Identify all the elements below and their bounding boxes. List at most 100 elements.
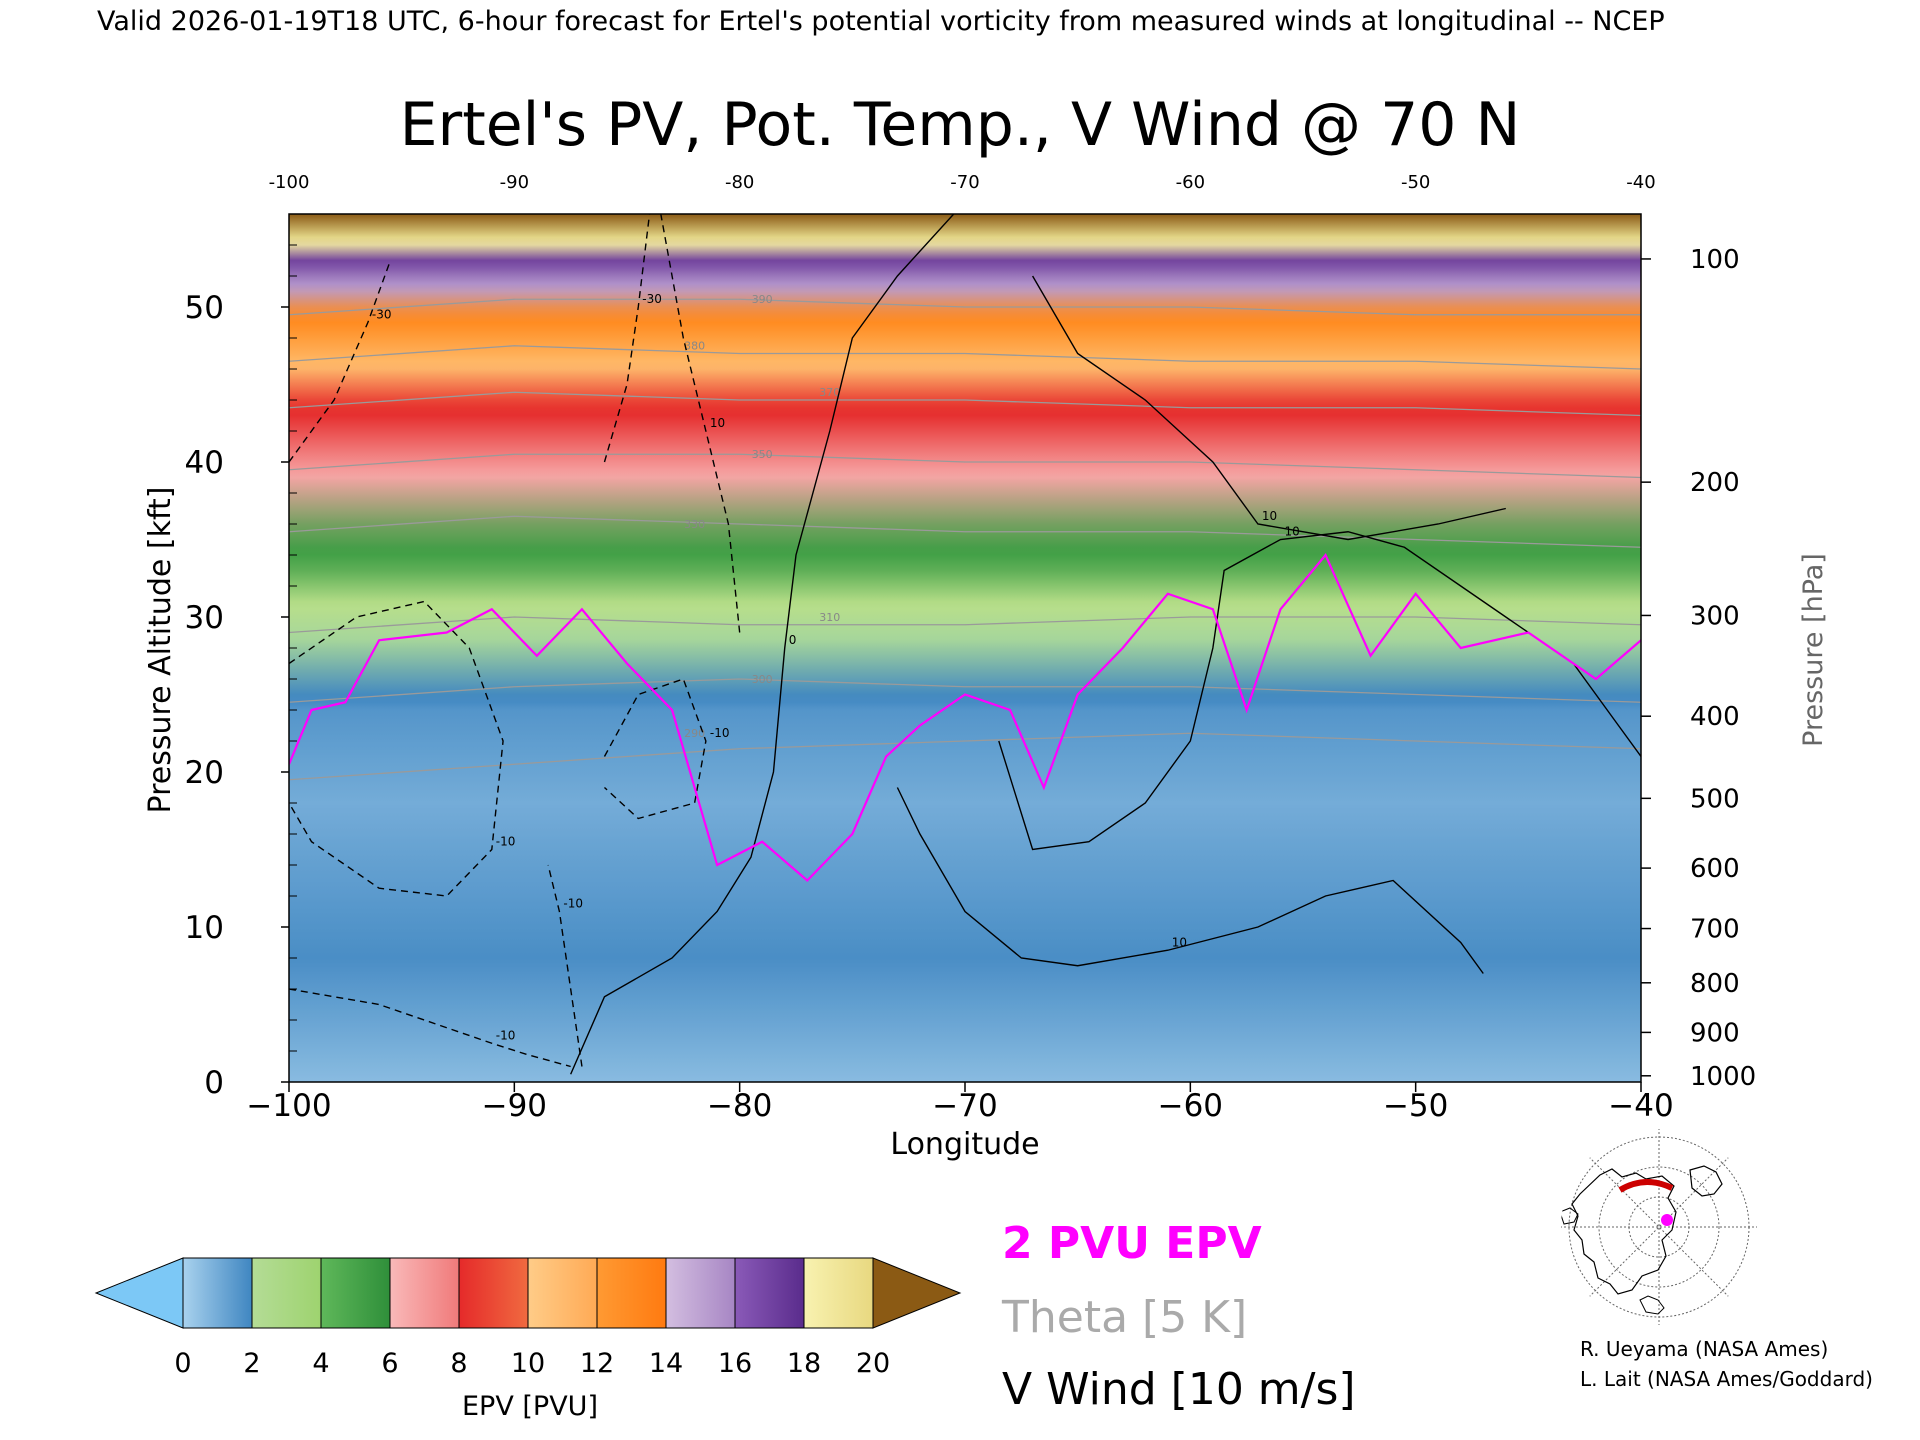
x-tick-label: −70	[932, 1088, 997, 1124]
vwind-contour	[660, 214, 741, 633]
theta-contour-label: 310	[819, 611, 840, 624]
y-axis-ticks: 0 10 20 30 40 50	[185, 290, 289, 1101]
x-tick-label: −80	[707, 1088, 772, 1124]
vwind-contour	[1031, 275, 1506, 541]
pressure-tick-label: 300	[1690, 601, 1740, 631]
top-tick-label: -100	[269, 172, 310, 193]
colorbar-segment	[803, 1257, 874, 1329]
colorbar-segment	[458, 1257, 529, 1329]
epv-field	[289, 214, 1641, 1082]
vwind-contour-label: -10	[496, 1028, 516, 1042]
theta-contour-label: 380	[684, 340, 705, 353]
pressure-tick-label: 700	[1690, 915, 1740, 945]
theta-contour	[289, 453, 1641, 479]
top-tick-label: -70	[950, 172, 979, 193]
top-tick-label: -40	[1626, 172, 1655, 193]
colorbar-tick-label: 20	[856, 1348, 890, 1379]
pressure-tick-label: 600	[1690, 854, 1740, 884]
theta-contour-label: 350	[752, 448, 773, 461]
right-axis-label: Pressure [hPa]	[1798, 553, 1829, 747]
top-tick-label: -80	[725, 172, 754, 193]
y-tick-label: 0	[204, 1065, 224, 1101]
vwind-contour	[896, 787, 1484, 974]
theta-contour-label: 300	[752, 673, 773, 686]
pressure-tick-label: 900	[1690, 1018, 1740, 1048]
colorbar-tick-label: 12	[580, 1348, 614, 1379]
pressure-tick-label: 1000	[1690, 1062, 1756, 1092]
colorbar-tick-label: 10	[511, 1348, 545, 1379]
colorbar-segment	[527, 1257, 598, 1329]
vwind-contour	[547, 864, 583, 1067]
theta-contour	[289, 345, 1641, 370]
vwind-contour-label: 10	[1172, 935, 1187, 949]
y-tick-label: 30	[185, 600, 224, 636]
top-tick-label: -50	[1401, 172, 1430, 193]
theta-contour	[289, 616, 1641, 634]
legend-pvu-label: 2 PVU EPV	[1002, 1218, 1262, 1269]
y-tick-label: 10	[185, 910, 224, 946]
colorbar-segment	[596, 1257, 667, 1329]
vwind-contour-label: 10	[1284, 525, 1299, 539]
colorbar-tick-label: 18	[787, 1348, 821, 1379]
theta-contour-label: 290	[684, 727, 705, 740]
vwind-contour-label: -30	[372, 308, 392, 322]
x-axis-ticks: −100 −90 −80 −70 −60 −50 −40	[246, 1082, 1674, 1124]
location-marker	[1661, 1214, 1673, 1226]
inset-map	[1561, 1129, 1757, 1325]
vwind-contour-label: -30	[642, 292, 662, 306]
pressure-tick-label: 200	[1690, 468, 1740, 498]
pressure-tick-label: 100	[1690, 245, 1740, 275]
vwind-contour-label: -10	[496, 835, 516, 849]
credit-line-1: R. Ueyama (NASA Ames)	[1580, 1337, 1828, 1361]
tropopause-2pvu-line	[289, 552, 1641, 883]
vwind-contour	[603, 214, 651, 463]
theta-contour-label: 370	[819, 386, 840, 399]
top-tick-label: -90	[500, 172, 529, 193]
vwind-contour	[570, 214, 955, 1075]
credit-line-2: L. Lait (NASA Ames/Goddard)	[1580, 1367, 1873, 1391]
chart-title: Ertel's PV, Pot. Temp., V Wind @ 70 N	[400, 90, 1521, 160]
theta-contour	[289, 678, 1641, 703]
vwind-contour	[289, 988, 571, 1068]
vwind-contour-label: 10	[1262, 509, 1277, 523]
colorbar-tick-label: 2	[243, 1348, 260, 1379]
colorbar-tick-label: 4	[312, 1348, 329, 1379]
colorbar-tick-label: 8	[450, 1348, 467, 1379]
colorbar-segment	[389, 1257, 460, 1329]
plot-area: 290 300 310 330 350 370 380 390 0 10 10 10 -10 -10 -1…	[288, 213, 1642, 1083]
vwind-contour-label: -10	[710, 726, 730, 740]
top-axis-ticks: -100 -90 -80 -70 -60 -50 -40	[269, 172, 1656, 193]
x-tick-label: −40	[1608, 1088, 1673, 1124]
theta-contour	[289, 732, 1641, 781]
theta-contour-label: 330	[684, 518, 705, 531]
legend-theta-label: Theta [5 K]	[1001, 1292, 1247, 1343]
y-axis-label: Pressure Altitude [kft]	[143, 487, 178, 814]
pressure-tick-label: 500	[1690, 784, 1740, 814]
vwind-contour-label: 0	[789, 633, 797, 647]
banner-text: Valid 2026-01-19T18 UTC, 6-hour forecast…	[97, 6, 1665, 37]
legend-vwind-label: V Wind [10 m/s]	[1002, 1364, 1356, 1415]
colorbar-tick-label: 14	[649, 1348, 683, 1379]
theta-contour	[289, 298, 1641, 316]
y-tick-label: 40	[185, 445, 224, 481]
colorbar-segment	[320, 1257, 391, 1329]
colorbar-tick-label: 0	[174, 1348, 191, 1379]
theta-contour	[289, 515, 1641, 548]
pressure-tick-label: 800	[1690, 969, 1740, 999]
pressure-tick-label: 400	[1690, 702, 1740, 732]
colorbar-tick-label: 16	[718, 1348, 752, 1379]
theta-contours: 290 300 310 330 350 370 380 390	[289, 293, 1641, 781]
theta-contour	[289, 391, 1641, 417]
colorbar-tick-label: 6	[381, 1348, 398, 1379]
colorbar-segment	[734, 1257, 805, 1329]
pressure-axis-ticks: 100 200 300 400 500 600 700 800 900 1000	[1641, 245, 1756, 1092]
colorbar-under-arrow	[94, 1257, 184, 1329]
colorbar-segment	[251, 1257, 322, 1329]
colorbar: 0 2 4 6 8 10 12 14 16 18 20	[94, 1257, 962, 1379]
x-tick-label: −90	[482, 1088, 547, 1124]
colorbar-segment	[665, 1257, 736, 1329]
y-tick-label: 20	[185, 755, 224, 791]
colorbar-label: EPV [PVU]	[462, 1391, 598, 1422]
tropopause-layer	[289, 552, 1641, 883]
